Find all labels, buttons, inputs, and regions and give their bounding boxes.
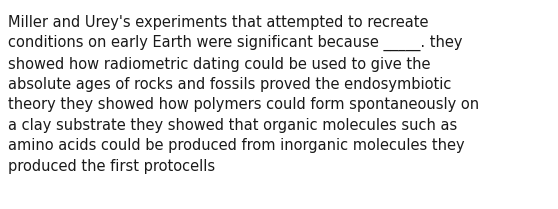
Text: Miller and Urey's experiments that attempted to recreate
conditions on early Ear: Miller and Urey's experiments that attem… — [8, 15, 479, 174]
